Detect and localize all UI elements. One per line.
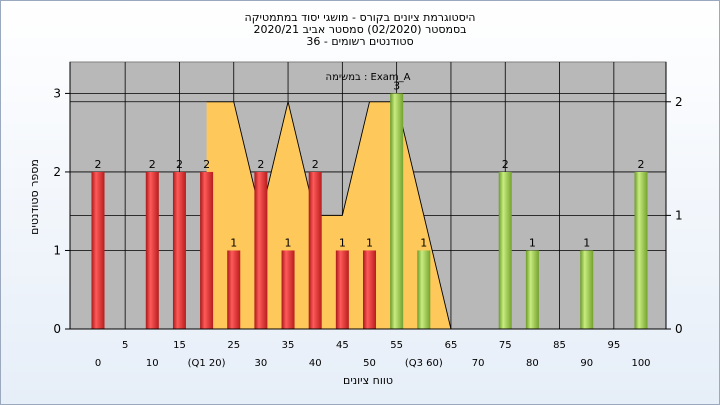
y-tick-label: 2 bbox=[53, 165, 61, 179]
bar-value-label: 1 bbox=[583, 236, 590, 249]
histogram-bar bbox=[308, 171, 322, 329]
y2-tick-label: 1 bbox=[675, 208, 683, 222]
histogram-bar bbox=[498, 171, 512, 329]
histogram-bar bbox=[200, 171, 214, 329]
chart-title-line-3: סטודנטים רשומים - 36 bbox=[306, 35, 414, 48]
x-tick-label: 40 bbox=[309, 358, 322, 369]
bar-value-label: 2 bbox=[149, 158, 156, 171]
x-tick-label: 50 bbox=[363, 358, 376, 369]
x-tick-label: 15 bbox=[173, 340, 186, 351]
histogram-bar bbox=[91, 171, 105, 329]
bar-value-label: 1 bbox=[366, 236, 373, 249]
histogram-bar bbox=[254, 171, 268, 329]
area-layer bbox=[206, 101, 452, 330]
y2-tick-label: 2 bbox=[675, 95, 683, 109]
bar-value-label: 1 bbox=[339, 236, 346, 249]
bar-value-label: 2 bbox=[95, 158, 102, 171]
histogram-bar bbox=[145, 171, 159, 329]
chart-title-line-2: בסמסטר (02/2020) סמסטר אביב 2020/21 bbox=[253, 23, 467, 36]
bar-value-label: 2 bbox=[502, 158, 509, 171]
legend-label: Exam_A : במשימה bbox=[326, 72, 411, 83]
x-tick-label: 25 bbox=[227, 340, 240, 351]
histogram-bar bbox=[281, 250, 295, 329]
x-tick-label: (Q1 20) bbox=[188, 358, 226, 369]
y-tick-label: 3 bbox=[53, 86, 61, 100]
x-tick-label: 5 bbox=[122, 340, 128, 351]
x-tick-label: 55 bbox=[390, 340, 403, 351]
x-tick-label: 80 bbox=[526, 358, 539, 369]
histogram-bar bbox=[227, 250, 241, 329]
chart-title-line-1: היסטוגרמת ציונים בקורס - מושגי יסוד במתמ… bbox=[244, 11, 476, 24]
x-axis-label: טווח ציונים bbox=[343, 374, 393, 387]
area-series-line bbox=[206, 101, 452, 330]
histogram-bar bbox=[335, 250, 349, 329]
histogram-bar bbox=[580, 250, 594, 329]
x-tick-label: 85 bbox=[553, 340, 566, 351]
bar-value-label: 2 bbox=[203, 158, 210, 171]
x-tick-label: 65 bbox=[445, 340, 458, 351]
y-tick-label: 0 bbox=[53, 322, 61, 336]
bar-value-label: 2 bbox=[257, 158, 264, 171]
y-axis-label: מספר סטודנטים bbox=[28, 159, 41, 235]
bar-layer: 2 2 2 2 1 2 1 2 1 1 3 1 2 1 1 2 bbox=[91, 79, 648, 329]
x-tick-label: 100 bbox=[631, 358, 650, 369]
x-tick-label: (Q3 60) bbox=[405, 358, 443, 369]
x-tick-label: 90 bbox=[580, 358, 593, 369]
y2-tick-label: 0 bbox=[675, 322, 683, 336]
x-tick-label: 30 bbox=[255, 358, 268, 369]
histogram-bar bbox=[390, 93, 404, 329]
histogram-bar bbox=[172, 171, 186, 329]
bar-value-label: 1 bbox=[285, 236, 292, 249]
x-tick-label: 75 bbox=[499, 340, 512, 351]
x-tick-label: 35 bbox=[282, 340, 295, 351]
x-tick-label: 70 bbox=[472, 358, 485, 369]
bar-value-label: 2 bbox=[312, 158, 319, 171]
histogram-bar bbox=[525, 250, 539, 329]
bar-value-label: 2 bbox=[638, 158, 645, 171]
x-tick-label: 10 bbox=[146, 358, 159, 369]
bar-value-label: 3 bbox=[393, 79, 400, 92]
x-tick-label: 45 bbox=[336, 340, 349, 351]
bar-value-label: 1 bbox=[230, 236, 237, 249]
x-tick-label: 0 bbox=[95, 358, 101, 369]
bar-value-label: 2 bbox=[176, 158, 183, 171]
bar-value-label: 1 bbox=[420, 236, 427, 249]
bar-value-label: 1 bbox=[529, 236, 536, 249]
histogram-bar bbox=[634, 171, 648, 329]
histogram-bar bbox=[417, 250, 431, 329]
histogram-bar bbox=[363, 250, 376, 329]
x-tick-label: 95 bbox=[607, 340, 620, 351]
y-tick-label: 1 bbox=[53, 243, 61, 257]
